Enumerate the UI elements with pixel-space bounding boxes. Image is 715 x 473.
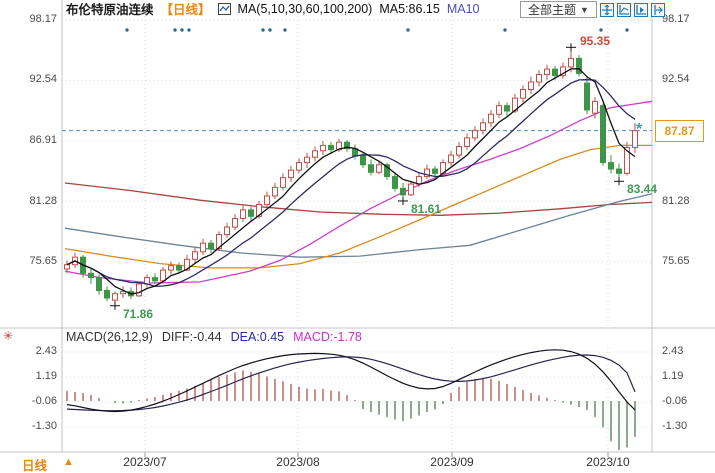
theme-dropdown-label: 全部主题 [528, 3, 577, 17]
candles-layer [64, 50, 638, 303]
last-price-tag: 87.87 [655, 120, 704, 142]
last-price-star-marker: * [636, 121, 643, 138]
macd-axis-label: -0.06 [31, 395, 57, 407]
scale-axis-icon[interactable] [617, 2, 631, 17]
price-axis-label: 81.28 [29, 195, 57, 207]
macd-lines-layer [66, 349, 636, 413]
ma10-value: MA10 [446, 1, 480, 16]
ma-lines-layer [64, 100, 653, 284]
extreme-markers [110, 43, 624, 310]
ma-params-label: MA(5,10,30,60,100,200) [237, 1, 373, 16]
price-axis-label: 98.17 [662, 13, 690, 25]
event-dots [125, 28, 629, 32]
grid-layer [62, 12, 652, 457]
date-axis-label: 2023/10 [586, 455, 630, 469]
price-axis-label: 81.28 [662, 195, 690, 207]
ma30-line [64, 100, 653, 284]
chart-toolbar: 全部主题 ▼ [520, 1, 665, 18]
date-axis-label: 2023/08 [276, 455, 320, 469]
macd-formula: MACD(26,12,9) [66, 330, 153, 344]
dea-line [66, 354, 636, 412]
date-axis-label: 2023/07 [123, 455, 167, 469]
crosshair-icon[interactable] [600, 2, 614, 17]
period-selector[interactable]: 日线 [22, 459, 48, 473]
price-axis-label: 92.54 [29, 73, 57, 85]
macd-histogram-layer [66, 370, 636, 450]
price-axis-label: 98.17 [29, 13, 57, 25]
ma5-value: MA5:86.15 [379, 1, 440, 16]
chart-header: 布伦特原油连续 【日线】 MA(5,10,30,60,100,200) MA5:… [66, 0, 480, 18]
macd-axis-label: -1.30 [31, 420, 57, 432]
period-tag[interactable]: 【日线】 [160, 3, 211, 17]
ma60-line [64, 144, 652, 269]
instrument-title: 布伦特原油连续 [66, 3, 154, 17]
macd-axis-label: -0.06 [662, 395, 688, 407]
ma-indicator-icon[interactable] [217, 2, 231, 15]
playback-icon[interactable] [634, 2, 648, 17]
diff-line [66, 349, 636, 413]
ma10-line [66, 79, 636, 287]
macd-axis-label: 1.19 [35, 370, 57, 382]
macd-axis-label: 2.43 [35, 345, 57, 357]
theme-dropdown[interactable]: 全部主题 ▼ [520, 1, 597, 18]
indicator-settings-icon[interactable]: ✳ [2, 329, 14, 343]
macd-axis-label: -1.30 [662, 420, 688, 432]
price-axis-label: 92.54 [662, 73, 690, 85]
ma5-line [66, 68, 636, 295]
macd-macd-value: MACD:-1.78 [293, 330, 362, 344]
panel-borders [0, 0, 715, 453]
date-axis-label: 2023/09 [430, 455, 474, 469]
ma100-line [64, 193, 653, 258]
ma200-line [64, 182, 653, 216]
pan-right-icon[interactable] [651, 2, 665, 17]
macd-axis-label: 2.43 [662, 345, 684, 357]
macd-diff-value: DIFF:-0.44 [161, 330, 222, 344]
macd-header: MACD(26,12,9) DIFF:-0.44 DEA:0.45 MACD:-… [66, 330, 362, 346]
price-axis-label: 86.91 [29, 134, 57, 146]
chevron-down-icon: ▼ [580, 4, 589, 15]
macd-axis-label: 1.19 [662, 370, 684, 382]
price-axis-label: 75.65 [662, 255, 690, 267]
macd-dea-value: DEA:0.45 [230, 330, 285, 344]
expand-arrow-icon[interactable]: ▲ [63, 456, 74, 468]
price-axis-label: 75.65 [29, 255, 57, 267]
